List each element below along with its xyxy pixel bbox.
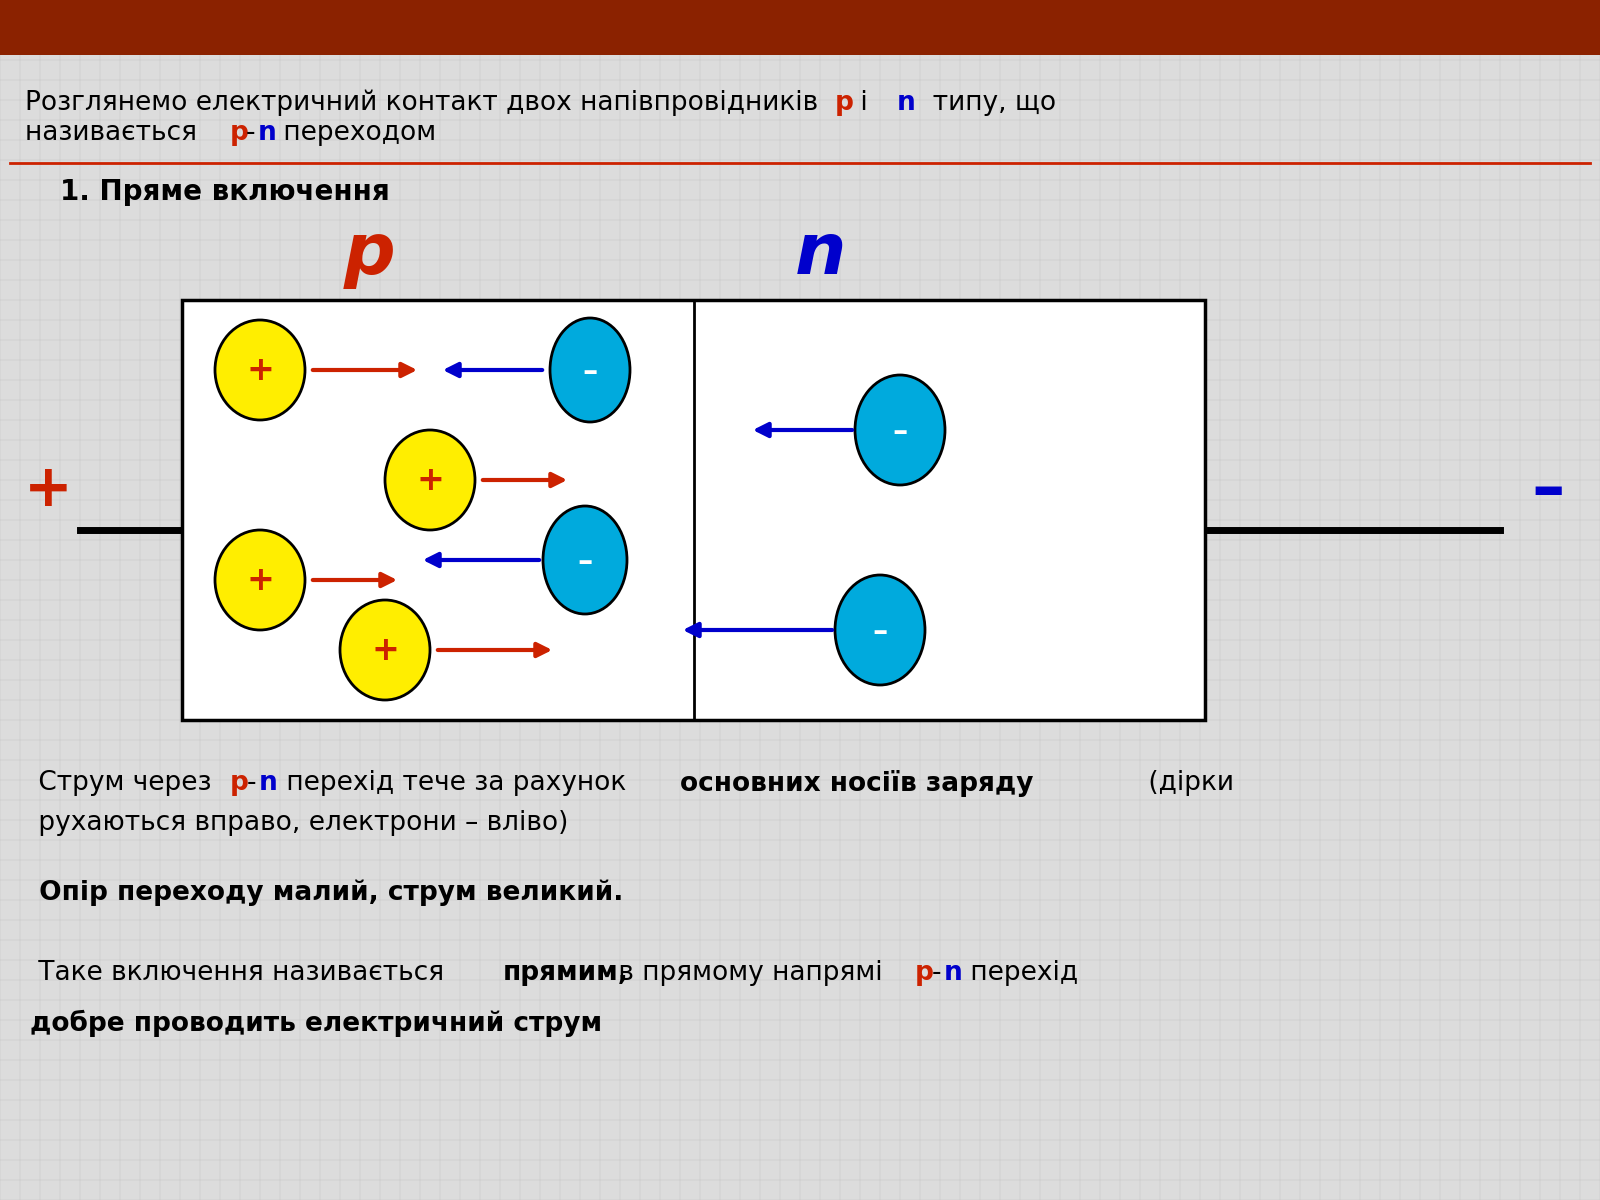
Ellipse shape (339, 600, 430, 700)
Text: перехід: перехід (962, 960, 1078, 986)
Text: +: + (371, 634, 398, 666)
Text: типу, що: типу, що (915, 90, 1056, 116)
Ellipse shape (835, 575, 925, 685)
Text: n: n (258, 120, 277, 146)
Text: Опір переходу малий, струм великий.: Опір переходу малий, струм великий. (30, 880, 624, 906)
Text: n: n (259, 770, 278, 796)
Text: 1. Пряме включення: 1. Пряме включення (61, 178, 390, 206)
Ellipse shape (550, 318, 630, 422)
Text: -: - (246, 120, 256, 146)
Text: і: і (851, 90, 877, 116)
Ellipse shape (854, 374, 946, 485)
Ellipse shape (542, 506, 627, 614)
Text: n: n (794, 220, 846, 289)
Text: Таке включення називається: Таке включення називається (30, 960, 453, 986)
Text: –: – (1531, 457, 1565, 523)
Text: в прямому напрямі: в прямому напрямі (610, 960, 891, 986)
Text: +: + (416, 463, 443, 497)
Text: –: – (578, 547, 592, 576)
Text: називається: називається (26, 120, 205, 146)
Text: –: – (893, 418, 907, 446)
Text: +: + (246, 564, 274, 596)
Text: Струм через: Струм через (30, 770, 219, 796)
Text: –: – (582, 358, 598, 386)
Ellipse shape (214, 530, 306, 630)
Text: (дірки: (дірки (1139, 770, 1234, 796)
Text: добре проводить електричний струм: добре проводить електричний струм (30, 1010, 602, 1037)
Text: перехід тече за рахунок: перехід тече за рахунок (278, 770, 635, 796)
Ellipse shape (386, 430, 475, 530)
Ellipse shape (214, 320, 306, 420)
Text: -: - (246, 770, 256, 796)
Text: +: + (246, 354, 274, 386)
Text: p: p (230, 770, 250, 796)
Text: основних носіїв заряду: основних носіїв заряду (680, 770, 1034, 797)
Text: n: n (944, 960, 963, 986)
Text: переходом: переходом (275, 120, 437, 146)
Text: p: p (915, 960, 934, 986)
Bar (182, 300, 1205, 720)
Text: p: p (344, 220, 395, 289)
Text: n: n (898, 90, 915, 116)
Text: рухаються вправо, електрони – вліво): рухаються вправо, електрони – вліво) (30, 810, 568, 836)
Text: –: – (872, 618, 888, 647)
Text: p: p (230, 120, 250, 146)
Text: прямим,: прямим, (502, 960, 629, 986)
Text: +: + (24, 462, 72, 518)
Text: p: p (835, 90, 854, 116)
Bar (0, 0, 1600, 55)
Text: Розглянемо електричний контакт двох напівпровідників: Розглянемо електричний контакт двох напі… (26, 90, 827, 116)
Text: -: - (931, 960, 941, 986)
